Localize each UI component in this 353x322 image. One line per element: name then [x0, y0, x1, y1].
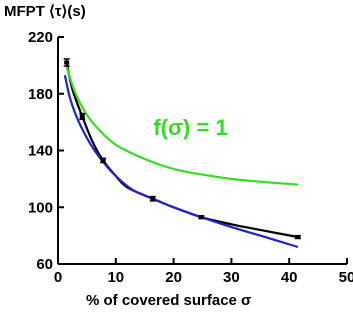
x-tick-label: 10	[107, 269, 124, 286]
axes	[57, 36, 348, 265]
x-tick-label: 30	[223, 269, 240, 286]
data-marker	[79, 114, 85, 119]
x-tick-label: 40	[281, 269, 298, 286]
x-tick-label: 20	[165, 269, 182, 286]
y-tick-label: 100	[28, 199, 53, 216]
x-tick-label: 50	[339, 269, 353, 286]
data-marker	[64, 60, 70, 65]
data-marker	[100, 158, 106, 163]
y-tick-label: 60	[36, 256, 53, 273]
data-marker	[295, 235, 301, 240]
data-marker	[150, 196, 156, 201]
data-point	[149, 195, 156, 202]
data-point	[198, 215, 205, 220]
data-point	[294, 234, 301, 240]
x-tick-label: 0	[54, 269, 62, 286]
y-tick-label: 180	[28, 86, 53, 103]
tick-labels: 0 10 20 30 40 50 60 100 140 180 220	[28, 29, 353, 286]
data-point	[100, 157, 107, 164]
series-layer	[63, 58, 301, 249]
data-point	[63, 58, 70, 67]
data-point	[79, 112, 86, 121]
y-tick-label: 220	[28, 29, 53, 46]
series-line	[63, 75, 299, 249]
annotation-label: f(σ) = 1	[153, 115, 227, 140]
y-tick-label: 140	[28, 143, 53, 160]
y-axis-label: MFPT ⟨τ⟩(s)	[4, 3, 86, 20]
x-axis-label: % of covered surface σ	[86, 292, 252, 309]
series-line	[65, 66, 298, 186]
data-marker	[198, 215, 204, 220]
